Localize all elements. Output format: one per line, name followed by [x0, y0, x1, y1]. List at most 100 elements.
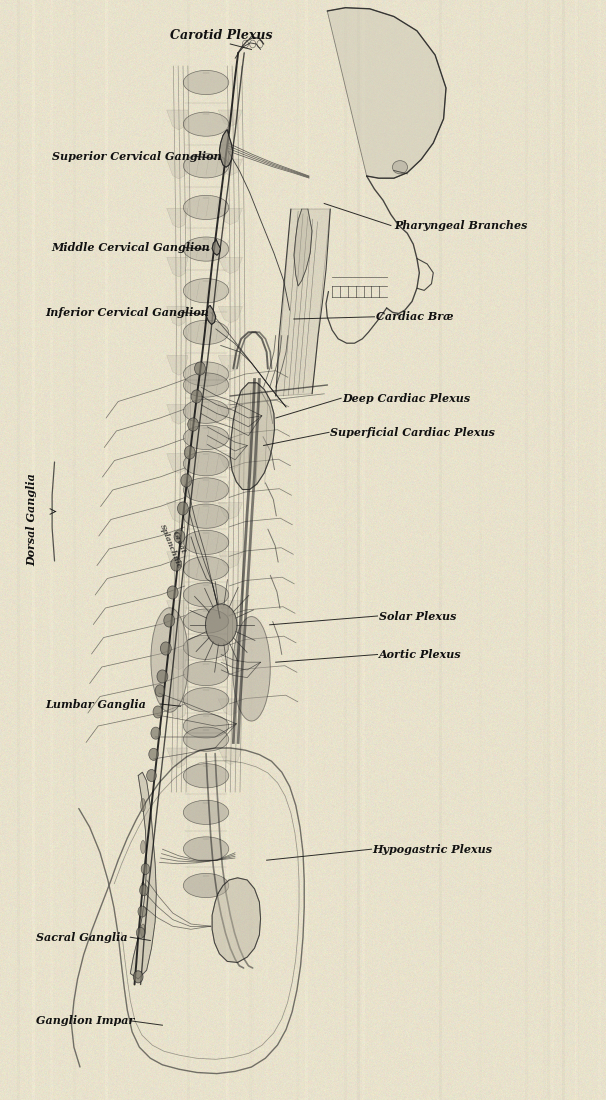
- Ellipse shape: [184, 609, 229, 634]
- Polygon shape: [167, 552, 188, 572]
- Polygon shape: [167, 160, 188, 179]
- Polygon shape: [167, 453, 188, 473]
- Polygon shape: [218, 453, 242, 470]
- Polygon shape: [218, 110, 242, 126]
- Ellipse shape: [141, 924, 145, 937]
- Ellipse shape: [151, 727, 161, 739]
- Polygon shape: [218, 208, 242, 224]
- Ellipse shape: [161, 642, 171, 656]
- Polygon shape: [294, 209, 312, 286]
- Polygon shape: [219, 130, 233, 167]
- Ellipse shape: [184, 583, 229, 607]
- Ellipse shape: [184, 800, 229, 825]
- Ellipse shape: [184, 530, 229, 554]
- Text: Pharyngeal Branches: Pharyngeal Branches: [394, 220, 527, 231]
- Ellipse shape: [141, 882, 145, 895]
- Ellipse shape: [188, 418, 199, 431]
- Ellipse shape: [133, 971, 143, 983]
- Ellipse shape: [184, 452, 229, 476]
- Text: Dorsal Ganglia: Dorsal Ganglia: [26, 473, 37, 565]
- Polygon shape: [327, 8, 446, 178]
- Polygon shape: [167, 601, 188, 620]
- Ellipse shape: [184, 236, 229, 261]
- Polygon shape: [167, 257, 188, 277]
- Ellipse shape: [205, 604, 237, 646]
- Polygon shape: [167, 405, 188, 425]
- Text: Aortic Plexus: Aortic Plexus: [379, 649, 461, 660]
- Polygon shape: [167, 748, 188, 768]
- Polygon shape: [218, 306, 242, 322]
- Text: Lumbar Ganglia: Lumbar Ganglia: [45, 698, 146, 710]
- Ellipse shape: [147, 770, 156, 781]
- Polygon shape: [218, 748, 242, 764]
- Ellipse shape: [393, 161, 408, 174]
- Ellipse shape: [184, 477, 229, 502]
- Ellipse shape: [184, 873, 229, 898]
- Polygon shape: [218, 405, 242, 421]
- Ellipse shape: [184, 196, 229, 220]
- Ellipse shape: [138, 906, 147, 917]
- Polygon shape: [218, 601, 242, 617]
- Ellipse shape: [184, 727, 229, 751]
- Ellipse shape: [184, 112, 229, 136]
- Text: Inferior Cervical Ganglion: Inferior Cervical Ganglion: [45, 307, 209, 318]
- Ellipse shape: [139, 884, 148, 895]
- Text: Superficial Cardiac Plexus: Superficial Cardiac Plexus: [330, 427, 495, 438]
- Polygon shape: [167, 503, 188, 522]
- Polygon shape: [218, 257, 242, 274]
- Text: Superior Cervical Ganglion: Superior Cervical Ganglion: [52, 151, 221, 162]
- Polygon shape: [212, 240, 221, 255]
- Ellipse shape: [184, 557, 229, 581]
- Text: Deep Cardiac Plexus: Deep Cardiac Plexus: [342, 393, 470, 404]
- Ellipse shape: [181, 474, 191, 487]
- Polygon shape: [218, 160, 242, 176]
- Ellipse shape: [151, 607, 188, 713]
- Ellipse shape: [184, 426, 229, 450]
- Polygon shape: [276, 209, 330, 396]
- Text: Ganglion Impar: Ganglion Impar: [36, 1015, 135, 1026]
- Ellipse shape: [141, 840, 145, 854]
- Ellipse shape: [184, 688, 229, 712]
- Polygon shape: [218, 552, 242, 569]
- Ellipse shape: [155, 684, 165, 697]
- Ellipse shape: [195, 362, 205, 375]
- Ellipse shape: [184, 661, 229, 685]
- Ellipse shape: [184, 714, 229, 738]
- Ellipse shape: [149, 748, 159, 760]
- Ellipse shape: [178, 502, 188, 515]
- Polygon shape: [218, 698, 242, 715]
- Ellipse shape: [136, 927, 145, 938]
- Ellipse shape: [164, 614, 175, 627]
- Ellipse shape: [174, 530, 185, 543]
- Ellipse shape: [184, 362, 229, 386]
- Polygon shape: [206, 306, 216, 324]
- Ellipse shape: [184, 399, 229, 424]
- Ellipse shape: [184, 320, 229, 344]
- Ellipse shape: [157, 670, 168, 683]
- Polygon shape: [218, 503, 242, 519]
- Ellipse shape: [233, 616, 270, 722]
- Ellipse shape: [141, 799, 145, 812]
- Polygon shape: [167, 306, 188, 326]
- Text: Solar Plexus: Solar Plexus: [379, 610, 456, 621]
- Ellipse shape: [184, 278, 229, 303]
- Text: Carotid Plexus: Carotid Plexus: [170, 30, 273, 42]
- Text: Hypogastric Plexus: Hypogastric Plexus: [373, 844, 493, 855]
- Polygon shape: [167, 698, 188, 718]
- Polygon shape: [230, 383, 275, 490]
- Polygon shape: [167, 110, 188, 130]
- Text: Sacral Ganglia: Sacral Ganglia: [36, 932, 128, 943]
- Ellipse shape: [184, 154, 229, 178]
- Ellipse shape: [153, 706, 162, 718]
- Polygon shape: [218, 650, 242, 667]
- Ellipse shape: [141, 864, 150, 874]
- Ellipse shape: [184, 504, 229, 528]
- Polygon shape: [218, 355, 242, 372]
- Ellipse shape: [184, 373, 229, 397]
- Text: Middle Cervical Ganglion: Middle Cervical Ganglion: [52, 242, 210, 253]
- Ellipse shape: [171, 558, 182, 571]
- Text: Cardiac Bræ: Cardiac Bræ: [376, 311, 453, 322]
- Ellipse shape: [167, 586, 178, 600]
- Ellipse shape: [184, 635, 229, 659]
- Polygon shape: [167, 208, 188, 228]
